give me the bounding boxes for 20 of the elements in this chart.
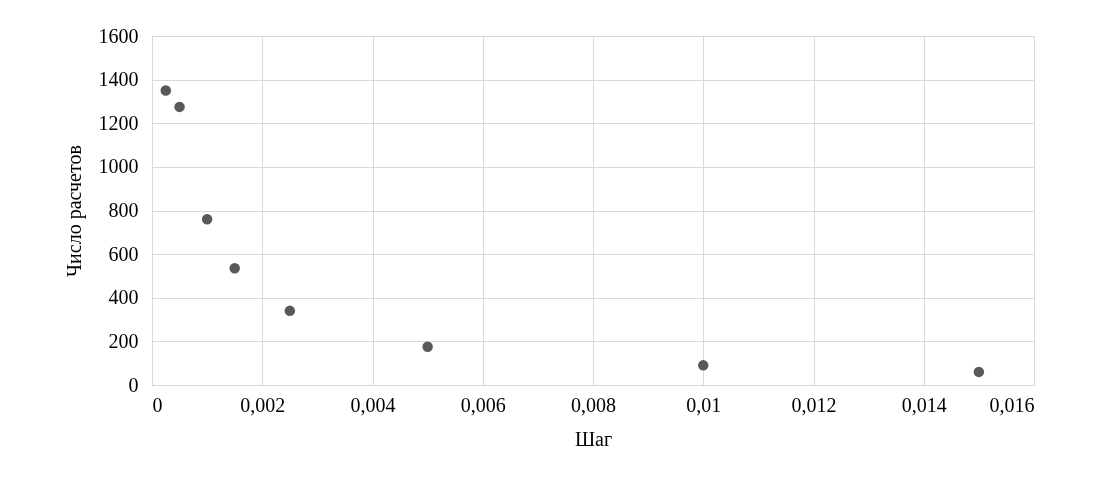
y-tick-label: 800 <box>108 199 139 221</box>
x-tick-label: 0,016 <box>989 393 1035 416</box>
x-tick-label: 0,006 <box>460 393 506 416</box>
x-tick-label: 0,002 <box>240 393 286 416</box>
x-tick-label: 0 <box>152 393 163 416</box>
y-tick-label: 1400 <box>98 68 139 91</box>
y-axis-title: Число расчетов <box>62 145 86 277</box>
y-tick-label: 1000 <box>98 155 139 178</box>
x-axis-title: Шаг <box>574 427 613 450</box>
x-tick-label: 0,012 <box>791 393 837 416</box>
y-tick-label: 1200 <box>98 111 139 134</box>
y-tick-label: 1600 <box>98 24 139 47</box>
y-tick-label: 400 <box>108 286 139 309</box>
x-tick-label: 0,014 <box>901 393 947 416</box>
x-tick-label: 0,008 <box>571 393 616 416</box>
x-tick-label: 0,004 <box>350 393 396 416</box>
x-tick-label: 0,01 <box>686 393 722 416</box>
y-tick-label: 0 <box>128 373 139 396</box>
y-tick-label: 600 <box>108 242 139 265</box>
y-tick-label: 200 <box>108 329 139 352</box>
